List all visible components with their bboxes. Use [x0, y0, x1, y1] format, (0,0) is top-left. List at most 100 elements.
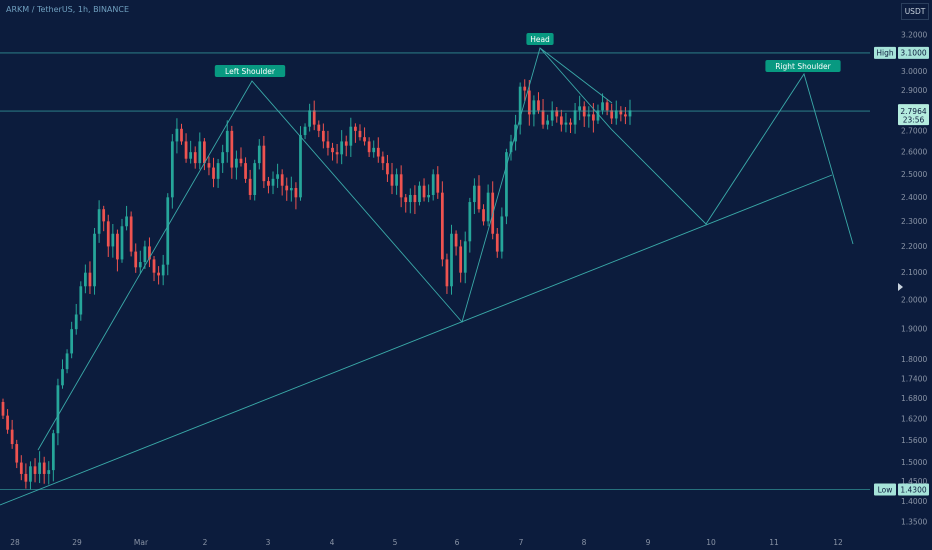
candle-body [212, 167, 215, 179]
candle-body [340, 141, 344, 155]
candle-body [354, 126, 357, 131]
pattern-label-box [526, 33, 554, 45]
candle-body [125, 216, 128, 227]
candle-body [527, 90, 531, 115]
candle-body [61, 369, 64, 386]
chart-title: ARKM / TetherUS, 1h, BINANCE [6, 5, 130, 14]
candle-body [299, 135, 302, 198]
candle-body [267, 181, 270, 186]
candle-body [248, 178, 252, 195]
candle-body [88, 272, 92, 287]
candle-body [161, 264, 165, 276]
candle-body [624, 114, 627, 117]
candle-body [395, 174, 398, 186]
candle-body [546, 120, 549, 125]
candle-body [349, 126, 353, 146]
candle-body [253, 163, 257, 195]
last-price-tag [898, 104, 929, 126]
candle-body [372, 147, 376, 153]
candle-body [157, 272, 160, 276]
candle-body [473, 185, 476, 203]
candle-body [610, 110, 614, 119]
x-tick-label: 29 [72, 538, 82, 547]
x-tick-label: 8 [582, 538, 587, 547]
candle-body [74, 314, 78, 330]
y-tick-label: 2.9000 [901, 86, 927, 95]
y-tick-label: 1.4500 [901, 477, 927, 486]
candle-body [312, 110, 316, 125]
candle-body [454, 233, 458, 247]
candle-body [244, 163, 247, 179]
candle-body [166, 197, 170, 265]
candle-body [235, 158, 238, 168]
candle-body [175, 128, 179, 142]
candle-body [56, 385, 60, 434]
y-tick-label: 2.4000 [901, 193, 927, 202]
candle-body [257, 145, 261, 164]
x-tick-label: 2 [203, 538, 208, 547]
candle-body [198, 141, 202, 164]
y-tick-label: 1.6200 [901, 415, 927, 424]
pattern-label-box [765, 60, 841, 72]
candle-body [418, 185, 421, 203]
candle-body [573, 110, 577, 125]
candle-body [468, 202, 472, 242]
candle-body [184, 141, 188, 159]
candle-body [308, 110, 312, 127]
candle-body [202, 141, 206, 164]
candle-body [505, 152, 508, 217]
x-tick-label: 11 [769, 538, 779, 547]
y-tick-label: 2.0000 [901, 296, 927, 305]
x-tick-label: 12 [833, 538, 843, 547]
candle-body [399, 174, 403, 198]
candle-body [431, 174, 435, 195]
candle-body [70, 329, 74, 354]
x-tick-label: 3 [266, 538, 271, 547]
level-value-tag [898, 483, 929, 496]
candle-body [422, 185, 426, 198]
candle-body [477, 185, 481, 210]
countdown-text: 23:56 [903, 116, 925, 125]
candle-body [445, 259, 449, 287]
y-tick-label: 3.0000 [901, 67, 927, 76]
candle-body [276, 174, 279, 179]
candle-body [559, 116, 563, 125]
candle-body [367, 141, 371, 153]
candle-body [262, 145, 266, 182]
candle-body [390, 174, 394, 186]
candle-body [440, 192, 444, 260]
currency-selector-button[interactable]: USDT [901, 3, 929, 20]
y-tick-label: 1.5600 [901, 436, 927, 445]
head-and-shoulders-path [37, 47, 854, 451]
candle-body [317, 124, 321, 131]
head-right-trend-line [539, 47, 613, 104]
candle-body [381, 156, 385, 164]
candle-body [29, 466, 32, 482]
candle-body [180, 128, 183, 142]
ascending-neckline [0, 174, 833, 506]
candle-body [331, 147, 334, 153]
candle-body [541, 110, 545, 125]
candle-body [207, 163, 211, 168]
candle-body [564, 122, 568, 125]
level-label-tag [874, 483, 896, 496]
candle-body [376, 147, 380, 157]
candle-body [239, 158, 243, 164]
candle-body [518, 86, 522, 125]
candle-body [15, 444, 19, 463]
candle-body [614, 110, 618, 119]
candle-body [294, 188, 298, 198]
candle-body [24, 473, 28, 482]
candle-body [102, 209, 106, 222]
candle-body [120, 226, 124, 260]
scroll-right-arrow-icon [898, 283, 903, 291]
candle-body [363, 137, 366, 142]
y-tick-label: 1.8000 [901, 355, 927, 364]
candle-body [532, 100, 536, 115]
y-tick-label: 1.6800 [901, 394, 927, 403]
candle-body [6, 415, 9, 430]
candle-body [404, 197, 408, 203]
candle-body [225, 130, 229, 153]
candle-body [587, 114, 591, 117]
last-price-text: 2.7964 [900, 107, 926, 116]
